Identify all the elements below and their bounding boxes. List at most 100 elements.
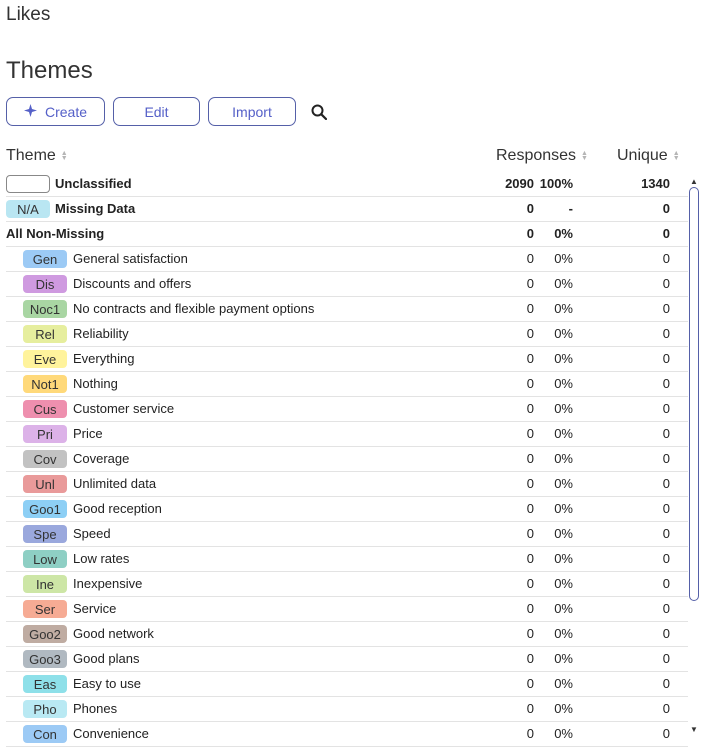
search-icon[interactable] (308, 101, 330, 123)
unique-count: 0 (662, 551, 670, 566)
theme-tag: Rel (23, 325, 67, 343)
theme-label: Price (73, 426, 103, 441)
page-title: Themes (6, 57, 93, 84)
theme-label: Discounts and offers (73, 276, 192, 291)
unique-count: 0 (662, 501, 670, 516)
theme-tag-empty (6, 175, 50, 193)
unique-count: 0 (662, 726, 670, 741)
responses-count: 0 (526, 526, 534, 541)
responses-percent: 0% (554, 726, 573, 741)
theme-tag: Cus (23, 400, 67, 418)
unique-count: 1340 (641, 176, 670, 191)
column-header-theme[interactable]: Theme ▲ ▼ (6, 147, 68, 165)
table-row[interactable]: Not1 Nothing 0 0% 0 (6, 372, 688, 397)
responses-percent: 0% (554, 501, 573, 516)
responses-count: 0 (526, 451, 534, 466)
theme-label: Customer service (73, 401, 175, 416)
responses-percent: 0% (554, 676, 573, 691)
theme-label: Inexpensive (73, 576, 143, 591)
responses-percent: 0% (554, 451, 573, 466)
sort-icon: ▲ ▼ (581, 150, 588, 162)
table-row[interactable]: Con Convenience 0 0% 0 (6, 722, 688, 747)
theme-label: Missing Data (55, 201, 136, 216)
unique-count: 0 (662, 626, 670, 641)
create-button[interactable]: Create (6, 97, 105, 126)
responses-percent: 0% (554, 276, 573, 291)
theme-label: Unlimited data (73, 476, 157, 491)
scroll-down-arrow-icon[interactable]: ▼ (690, 725, 698, 734)
column-header-unique[interactable]: Unique ▲ ▼ (617, 147, 680, 165)
table-row-missing-data[interactable]: N/A Missing Data 0 - 0 (6, 197, 688, 222)
theme-label: No contracts and flexible payment option… (73, 301, 315, 316)
scrollbar[interactable]: ▲ ▼ (688, 178, 700, 734)
table-row[interactable]: Cus Customer service 0 0% 0 (6, 397, 688, 422)
theme-label: Low rates (73, 551, 130, 566)
table-row[interactable]: Spe Speed 0 0% 0 (6, 522, 688, 547)
table-row[interactable]: Rel Reliability 0 0% 0 (6, 322, 688, 347)
table-row[interactable]: Goo1 Good reception 0 0% 0 (6, 497, 688, 522)
table-row[interactable]: Unl Unlimited data 0 0% 0 (6, 472, 688, 497)
responses-count: 0 (526, 551, 534, 566)
table-row[interactable]: Cov Coverage 0 0% 0 (6, 447, 688, 472)
table-row[interactable]: Gen General satisfaction 0 0% 0 (6, 247, 688, 272)
table-row[interactable]: Pho Phones 0 0% 0 (6, 697, 688, 722)
theme-tag: Con (23, 725, 67, 743)
table-row[interactable]: Low Low rates 0 0% 0 (6, 547, 688, 572)
responses-percent: 0% (554, 376, 573, 391)
table-row[interactable]: Eve Everything 0 0% 0 (6, 347, 688, 372)
theme-tag: Unl (23, 475, 67, 493)
responses-count: 0 (526, 426, 534, 441)
unique-count: 0 (662, 301, 670, 316)
sort-icon: ▲ ▼ (60, 150, 68, 162)
unique-count: 0 (662, 451, 670, 466)
scrollbar-thumb[interactable] (689, 187, 699, 601)
theme-tag: Noc1 (23, 300, 67, 318)
theme-label: Unclassified (55, 176, 132, 191)
theme-tag: Goo3 (23, 650, 67, 668)
unique-count: 0 (662, 201, 670, 216)
responses-percent: 0% (554, 526, 573, 541)
table-row[interactable]: Eas Easy to use 0 0% 0 (6, 672, 688, 697)
table-row[interactable]: Ine Inexpensive 0 0% 0 (6, 572, 688, 597)
theme-tag: Goo2 (23, 625, 67, 643)
unique-count: 0 (662, 601, 670, 616)
table-row[interactable]: Goo3 Good plans 0 0% 0 (6, 647, 688, 672)
scroll-up-arrow-icon[interactable]: ▲ (690, 177, 698, 186)
import-button[interactable]: Import (208, 97, 296, 126)
responses-count: 0 (526, 626, 534, 641)
theme-tag: Dis (23, 275, 67, 293)
table-row-unclassified[interactable]: Unclassified 2090 100% 1340 (6, 172, 688, 197)
unique-count: 0 (662, 476, 670, 491)
table-row[interactable]: Dis Discounts and offers 0 0% 0 (6, 272, 688, 297)
unique-count: 0 (662, 676, 670, 691)
theme-label: Good network (73, 626, 154, 641)
table-row[interactable]: Goo2 Good network 0 0% 0 (6, 622, 688, 647)
theme-tag: Pho (23, 700, 67, 718)
theme-tag: Cov (23, 450, 67, 468)
theme-label: Nothing (73, 376, 118, 391)
responses-count: 0 (526, 501, 534, 516)
theme-label: General satisfaction (73, 251, 188, 266)
edit-button[interactable]: Edit (113, 97, 200, 126)
responses-percent: 0% (554, 476, 573, 491)
theme-list: Gen General satisfaction 0 0% 0 Dis Discounts … (6, 247, 688, 747)
table-row[interactable]: Noc1 No contracts and flexible payment op… (6, 297, 688, 322)
theme-tag: Pri (23, 425, 67, 443)
unique-count: 0 (662, 351, 670, 366)
unique-count: 0 (662, 251, 670, 266)
responses-count: 0 (526, 251, 534, 266)
responses-percent: 100% (539, 176, 573, 191)
responses-percent: 0% (554, 601, 573, 616)
responses-count: 0 (526, 226, 534, 241)
responses-percent: 0% (554, 701, 573, 716)
column-header-theme-label: Theme (6, 147, 56, 164)
table-row[interactable]: Ser Service 0 0% 0 (6, 597, 688, 622)
table-row[interactable]: Pri Price 0 0% 0 (6, 422, 688, 447)
responses-percent: 0% (554, 301, 573, 316)
column-header-responses[interactable]: Responses ▲ ▼ (496, 147, 588, 165)
responses-count: 0 (526, 351, 534, 366)
theme-label: Everything (73, 351, 135, 366)
theme-tag: Spe (23, 525, 67, 543)
table-row-all-non-missing[interactable]: All Non-Missing 0 0% 0 (6, 222, 688, 247)
responses-count: 0 (526, 476, 534, 491)
